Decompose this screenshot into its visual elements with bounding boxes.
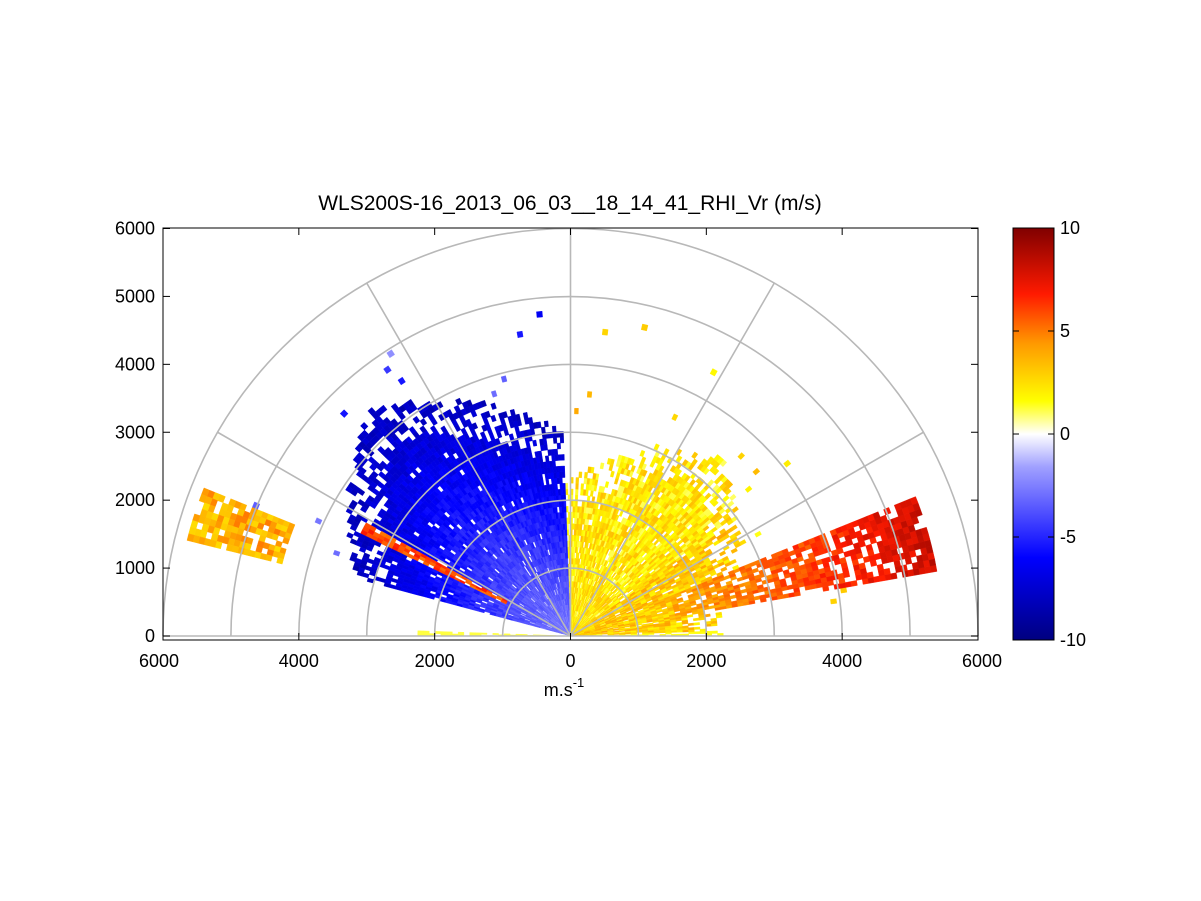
velocity-cell: [561, 471, 566, 478]
velocity-cell: [423, 630, 430, 634]
velocity-cell: [578, 471, 583, 479]
velocity-cell: [575, 552, 579, 559]
velocity-cell: [572, 500, 576, 507]
velocity-cell: [581, 500, 585, 508]
velocity-cell: [556, 442, 561, 450]
velocity-cell: [492, 633, 499, 635]
velocity-cell: [584, 472, 588, 479]
velocity-cell: [417, 630, 424, 634]
velocity-cell: [575, 483, 579, 490]
velocity-cell: [575, 488, 579, 496]
velocity-cell: [580, 483, 585, 490]
velocity-cell: [560, 454, 565, 461]
velocity-cell: [551, 454, 556, 462]
velocity-cell: [540, 444, 545, 452]
chart-title: WLS200S-16_2013_06_03__18_14_41_RHI_Vr (…: [318, 192, 822, 215]
velocity-cell: [558, 506, 563, 513]
velocity-cell: [575, 477, 580, 484]
velocity-cell: [688, 627, 695, 631]
velocity-cell: [559, 483, 564, 490]
velocity-cell: [572, 511, 576, 519]
velocity-cell: [547, 449, 552, 456]
velocity-cell: [583, 477, 588, 485]
velocity-cell: [711, 630, 718, 634]
velocity-cell: [619, 631, 626, 634]
velocity-cell: [574, 506, 578, 513]
velocity-cell: [559, 436, 565, 444]
velocity-cell: [694, 631, 701, 635]
velocity-cell: [693, 622, 700, 626]
velocity-cell: [580, 489, 584, 496]
velocity-cell: [585, 483, 590, 491]
velocity-cell: [565, 488, 569, 495]
velocity-cell: [544, 455, 550, 463]
velocity-field: [186, 310, 938, 637]
velocity-cell: [457, 631, 465, 635]
velocity-cell: [481, 632, 488, 635]
velocity-cell: [434, 631, 442, 634]
velocity-cell: [693, 626, 701, 630]
velocity-cell: [573, 575, 575, 582]
velocity-cell: [446, 631, 453, 635]
velocity-cell: [564, 482, 569, 490]
velocity-cell: [539, 438, 544, 446]
velocity-cell: [574, 517, 577, 525]
velocity-cell: [561, 465, 566, 473]
velocity-cell: [699, 628, 707, 632]
velocity-cell: [687, 622, 695, 626]
velocity-cell: [573, 529, 577, 536]
velocity-cell: [572, 506, 576, 513]
velocity-cell: [572, 523, 575, 530]
velocity-cell: [574, 500, 578, 507]
velocity-cell: [676, 622, 683, 626]
velocity-cell: [682, 625, 689, 629]
velocity-cell: [552, 437, 558, 444]
velocity-cell: [550, 478, 555, 485]
velocity-cell: [587, 466, 592, 474]
velocity-cell: [440, 631, 447, 635]
velocity-cell: [710, 617, 717, 622]
